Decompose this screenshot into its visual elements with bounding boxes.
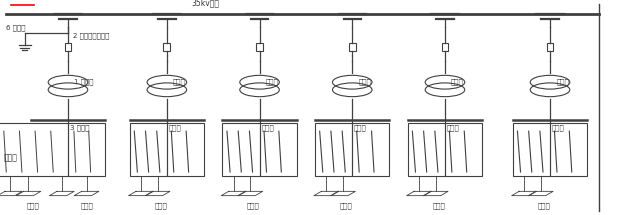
Bar	[550, 123, 587, 176]
Bar	[65, 43, 72, 51]
Bar	[260, 123, 297, 176]
Text: 光伏板: 光伏板	[247, 202, 260, 209]
Bar	[68, 123, 105, 176]
Text: 光伏板: 光伏板	[538, 202, 550, 209]
Text: 35kv线路: 35kv线路	[192, 0, 219, 8]
Text: 逆变器: 逆变器	[354, 125, 367, 131]
Text: 光伏板: 光伏板	[27, 202, 39, 209]
Bar	[442, 43, 449, 51]
Bar	[130, 123, 167, 176]
Text: 2 负荷开关熔断器: 2 负荷开关熔断器	[73, 32, 109, 39]
Bar	[222, 123, 260, 176]
Bar	[445, 123, 482, 176]
Text: 变压器: 变压器	[173, 78, 186, 85]
Text: 逆变器: 逆变器	[169, 125, 182, 131]
Text: 变压器: 变压器	[266, 78, 279, 85]
Text: 光伏板: 光伏板	[80, 202, 93, 209]
Text: 光伏板: 光伏板	[340, 202, 352, 209]
Text: 3 逆变器: 3 逆变器	[70, 125, 90, 131]
Bar	[547, 43, 554, 51]
Bar	[513, 123, 550, 176]
Text: 逆变器: 逆变器	[261, 125, 274, 131]
Bar	[352, 123, 389, 176]
Bar	[349, 43, 356, 51]
Text: 变压器: 变压器	[451, 78, 464, 85]
Text: 1 变压器: 1 变压器	[74, 78, 94, 85]
Text: 变压器: 变压器	[556, 78, 569, 85]
Text: 光伏板: 光伏板	[154, 202, 167, 209]
Bar	[0, 123, 68, 176]
Bar	[163, 43, 171, 51]
Text: 逆变器: 逆变器	[447, 125, 460, 131]
Text: 直流柜: 直流柜	[4, 153, 17, 162]
Text: 变压器: 变压器	[358, 78, 371, 85]
Text: 光伏板: 光伏板	[433, 202, 445, 209]
Text: 6 避雷器: 6 避雷器	[6, 25, 26, 31]
Bar	[256, 43, 263, 51]
Text: 逆变器: 逆变器	[552, 125, 565, 131]
Bar	[315, 123, 352, 176]
Bar	[408, 123, 445, 176]
Bar	[167, 123, 204, 176]
